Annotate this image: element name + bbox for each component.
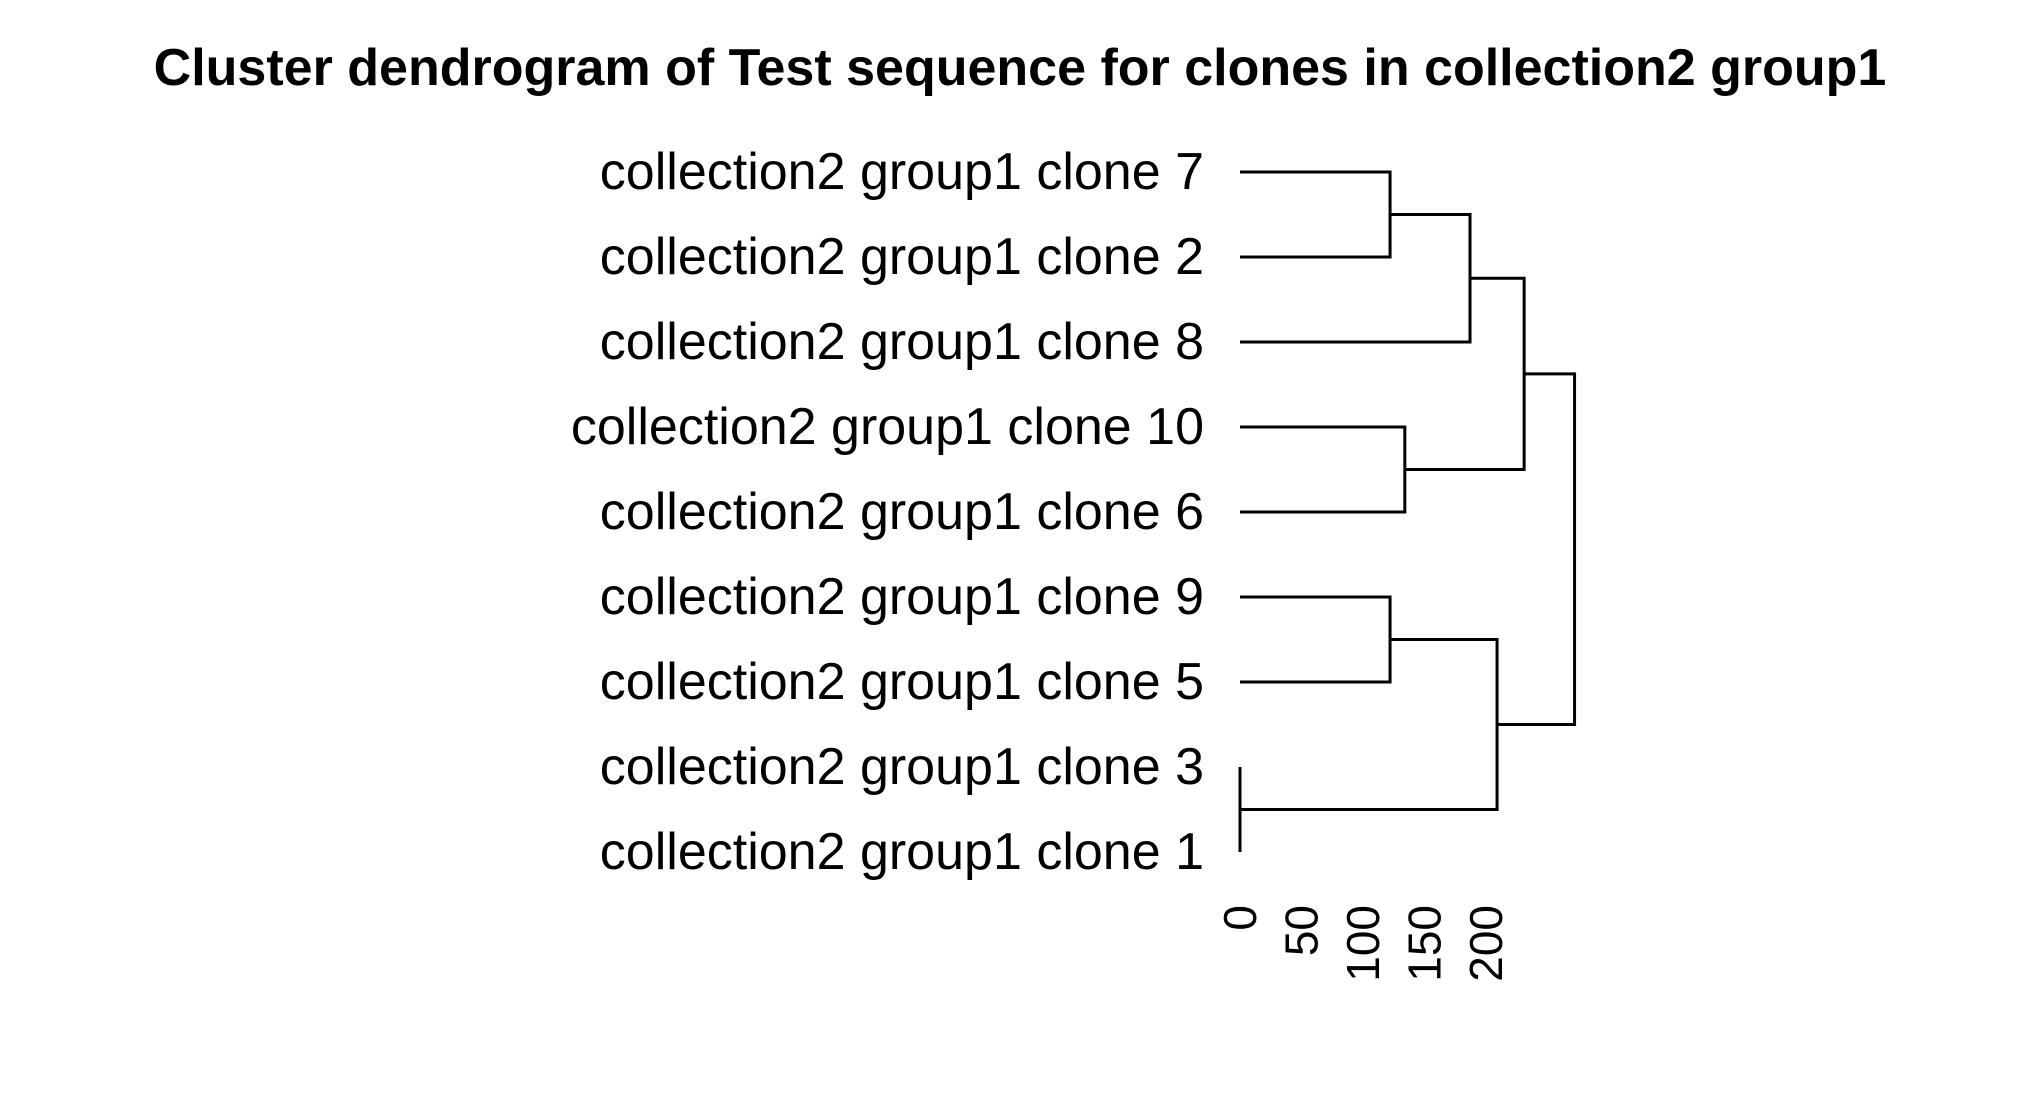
x-tick-label: 50 [1276, 905, 1328, 956]
leaf-label: collection2 group1 clone 8 [600, 313, 1204, 371]
leaf-label: collection2 group1 clone 7 [600, 143, 1204, 201]
dendrogram-branch [1240, 213, 1472, 344]
chart-title: Cluster dendrogram of Test sequence for … [154, 39, 1887, 97]
dendrogram-branch [1240, 170, 1392, 259]
x-tick-label: 100 [1337, 905, 1389, 982]
leaf-label: collection2 group1 clone 2 [600, 228, 1204, 286]
dendrogram-branch [1240, 425, 1407, 514]
dendrogram-branch [1404, 276, 1526, 471]
leaf-labels: collection2 group1 clone 7 collection2 gr… [571, 143, 1204, 881]
dendrogram-branch [1240, 638, 1499, 811]
leaf-label: collection2 group1 clone 6 [600, 483, 1204, 541]
leaf-label: collection2 group1 clone 1 [600, 823, 1204, 881]
leaf-label: collection2 group1 clone 5 [600, 653, 1204, 711]
x-tick-label: 200 [1460, 905, 1512, 982]
leaf-label: collection2 group1 clone 10 [571, 398, 1204, 456]
x-axis: 0 50 100 150 200 [1214, 905, 1512, 982]
dendrogram-branches [1238, 170, 1577, 852]
dendrogram-branch [1240, 595, 1392, 684]
x-tick-label: 0 [1214, 905, 1266, 931]
dendrogram-branch [1497, 372, 1577, 726]
leaf-label: collection2 group1 clone 9 [600, 568, 1204, 626]
leaf-label: collection2 group1 clone 3 [600, 738, 1204, 796]
x-tick-label: 150 [1399, 905, 1451, 982]
